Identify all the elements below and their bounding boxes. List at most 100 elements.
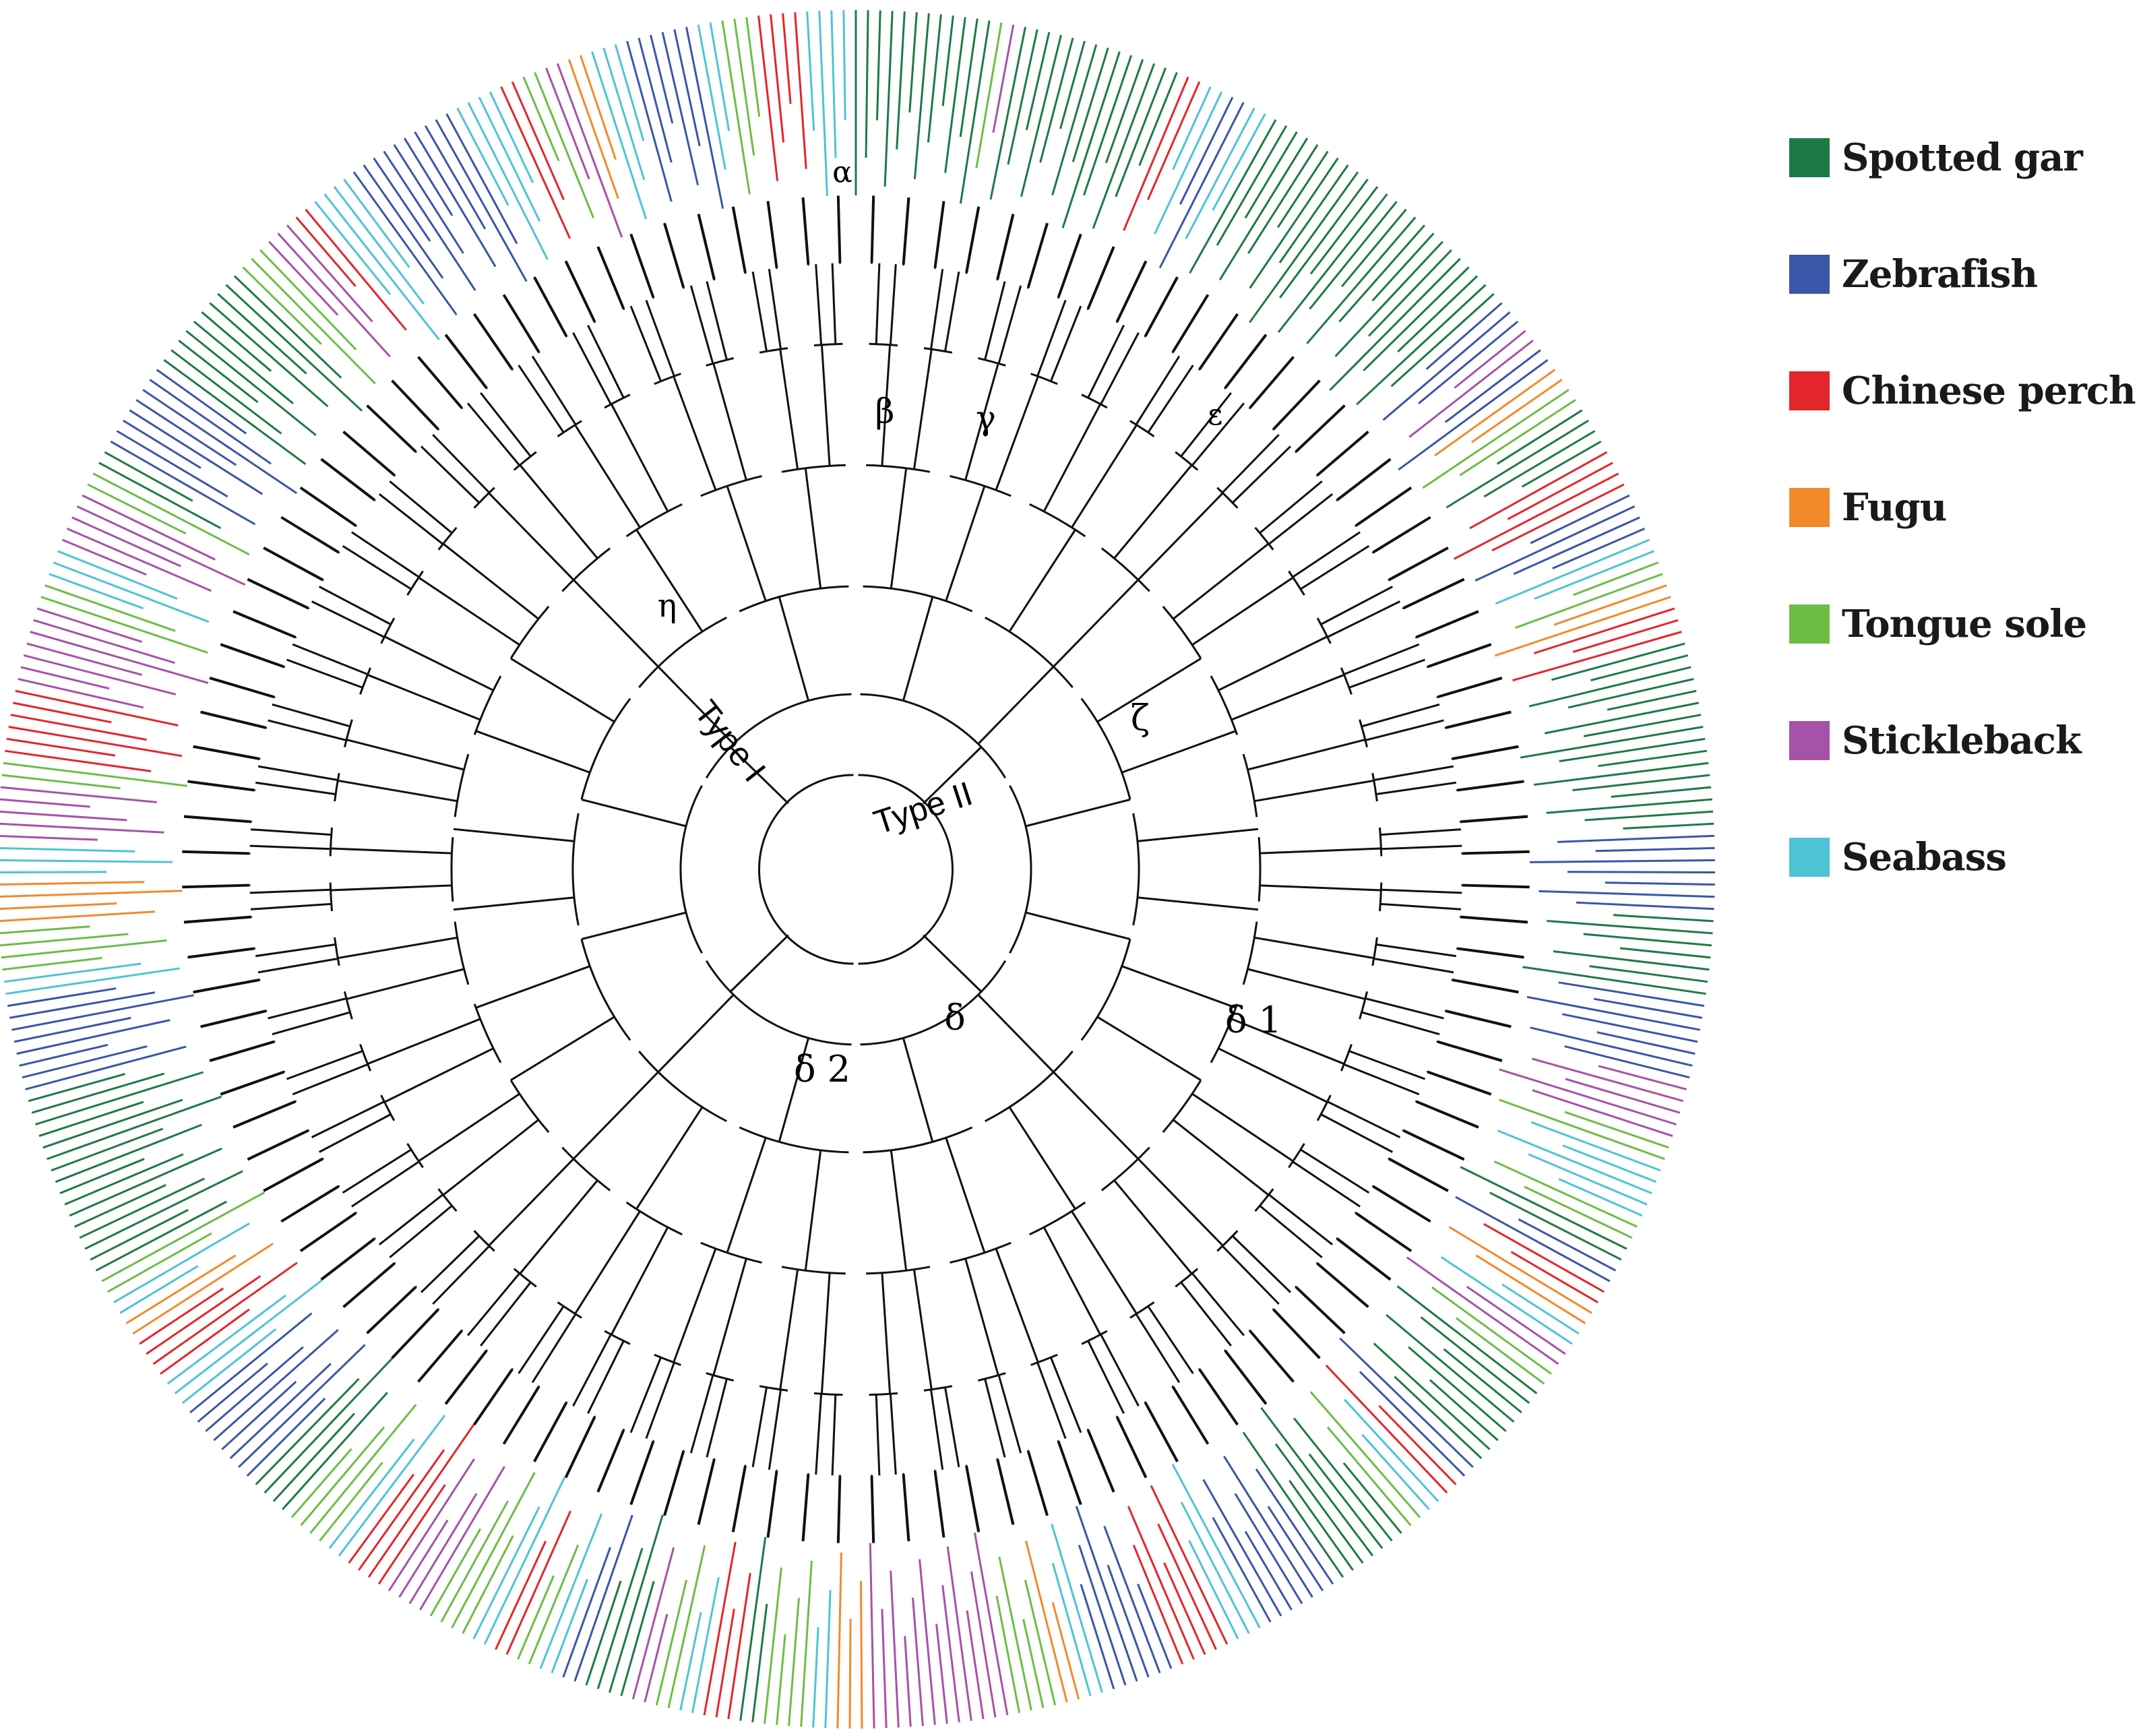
tree-leaf — [631, 1547, 675, 1700]
internal-branch-radial — [366, 404, 417, 453]
internal-branch-radial — [378, 493, 444, 545]
tree-leaf — [1007, 29, 1038, 165]
internal-branch-radial — [697, 1458, 715, 1525]
tree-leaf — [1382, 311, 1511, 421]
internal-branch-arc — [679, 784, 703, 954]
tree-leaf — [1147, 81, 1201, 200]
tree-leaf — [883, 11, 894, 187]
tree-leaf — [1255, 1468, 1334, 1585]
tree-leaf — [246, 1397, 326, 1477]
tree-leaf — [23, 654, 177, 695]
tree-leaf — [770, 14, 785, 143]
tree-leaf — [1524, 1185, 1633, 1239]
internal-branch-radial — [1272, 379, 1321, 431]
internal-branch-radial — [389, 480, 453, 534]
internal-branch-radial — [1137, 828, 1259, 842]
internal-branch-arc — [406, 1143, 424, 1169]
internal-branch-arc — [813, 1392, 843, 1396]
internal-branch-radial — [319, 1113, 392, 1153]
clade-labels: Type I Type II α β γ ε ζ η δ δ 1 δ 2 — [658, 155, 1282, 1090]
tree-leaf — [1448, 1226, 1592, 1314]
tree-leaf — [1394, 1375, 1483, 1460]
tree-leaf — [927, 14, 942, 143]
internal-branch-radial — [299, 1212, 356, 1252]
tree-leaf — [98, 462, 222, 530]
tree-leaf — [1513, 516, 1640, 576]
tree-leaf — [36, 607, 142, 643]
tree-leaf — [609, 1514, 664, 1693]
tree-leaf — [1547, 920, 1713, 935]
tree-leaf — [193, 320, 294, 404]
tree-leaf — [1455, 1317, 1545, 1385]
tree-leaf — [429, 1528, 482, 1617]
tree-leaf — [149, 379, 272, 465]
tree-leaf — [1483, 1222, 1605, 1293]
tree-leaf — [794, 12, 807, 169]
tree-leaf — [1552, 528, 1646, 569]
tree-leaf — [1059, 40, 1086, 129]
internal-branch-arc — [437, 1188, 458, 1212]
internal-branch-radial — [1327, 600, 1401, 638]
tree-leaf — [556, 63, 623, 238]
internal-branch-radial — [187, 947, 255, 958]
tree-leaf — [1278, 164, 1349, 264]
tree-leaf — [721, 20, 751, 195]
internal-branch-radial — [1027, 222, 1049, 288]
tree-branches — [182, 195, 1530, 1543]
tree-leaf — [116, 430, 228, 498]
internal-branch-radial — [1087, 324, 1125, 398]
tree-leaf — [282, 1392, 388, 1510]
internal-branch-radial — [923, 746, 983, 805]
internal-branch-radial — [257, 765, 338, 781]
tree-leaf — [0, 925, 90, 935]
internal-branch-arc — [781, 464, 846, 473]
internal-branch-radial — [1191, 1272, 1245, 1336]
internal-branch-arc — [1162, 1080, 1202, 1134]
tree-leaf — [1529, 859, 1715, 863]
tree-leaf — [314, 201, 392, 295]
tree-leaf — [836, 1552, 842, 1729]
internal-branch-arc — [557, 1301, 582, 1319]
internal-branch-arc — [1081, 394, 1108, 409]
legend-swatch — [1789, 721, 1830, 760]
tree-leaf — [31, 1072, 165, 1114]
tree-leaf — [3, 762, 187, 787]
tree-leaf — [1530, 1026, 1693, 1067]
tree-leaf — [1212, 1516, 1272, 1623]
tree-leaf — [290, 1448, 352, 1518]
internal-branch-radial — [1316, 431, 1369, 477]
internal-branch-radial — [1221, 433, 1280, 494]
internal-branch-radial — [432, 433, 491, 494]
tree-leaf — [1572, 619, 1679, 653]
tree-leaf — [217, 292, 307, 375]
internal-branch-radial — [531, 1313, 577, 1384]
internal-branch-radial — [250, 902, 332, 910]
internal-branch-radial — [1025, 798, 1131, 828]
tree-leaf — [495, 1541, 547, 1650]
internal-branch-radial — [1247, 968, 1366, 1000]
tree-leaf — [178, 340, 259, 404]
internal-branch-radial — [997, 285, 1022, 364]
internal-branch-radial — [1373, 765, 1454, 781]
tree-leaf — [3, 962, 142, 983]
internal-branch-radial — [1320, 1113, 1393, 1153]
tree-leaf — [135, 399, 237, 466]
internal-branch-radial — [779, 348, 799, 470]
tree-leaf — [818, 11, 828, 196]
internal-branch-radial — [889, 264, 897, 345]
internal-branch-radial — [902, 197, 910, 265]
legend-swatch — [1789, 371, 1830, 410]
internal-branch-radial — [472, 1368, 514, 1425]
internal-branch-radial — [418, 576, 520, 646]
internal-branch-arc — [739, 585, 849, 613]
internal-branch-radial — [286, 1050, 363, 1080]
tree-leaf — [1024, 1580, 1057, 1706]
tree-leaf — [1075, 1506, 1138, 1682]
tree-leaf — [1590, 654, 1689, 681]
tree-leaf — [205, 1346, 304, 1432]
internal-branch-arc — [604, 394, 631, 409]
internal-branch-arc — [329, 882, 333, 912]
internal-branch-arc — [654, 373, 681, 385]
tree-leaf — [1453, 472, 1619, 560]
internal-branch-radial — [574, 1210, 641, 1315]
